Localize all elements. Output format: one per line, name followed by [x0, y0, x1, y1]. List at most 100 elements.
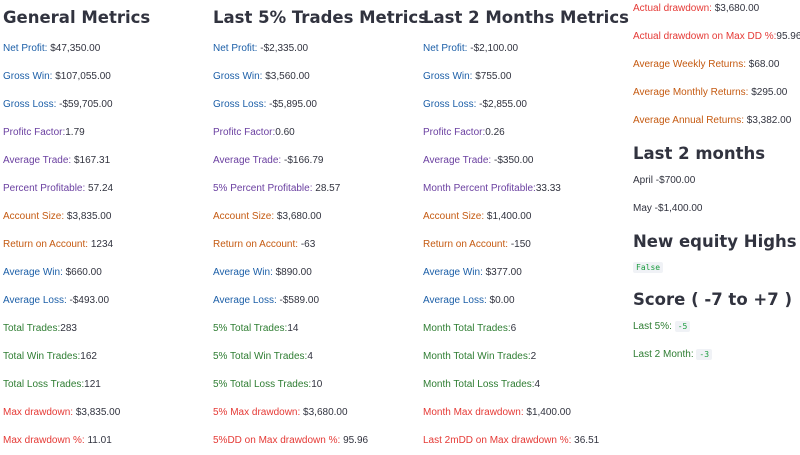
metric-row: Average Weekly Returns: $68.00 — [633, 51, 800, 79]
metric-value: $890.00 — [275, 267, 312, 278]
metric-label: 5% Total Loss Trades: — [213, 379, 312, 390]
metric-row: Total Loss Trades:121 — [3, 371, 208, 399]
metric-row: 5% Total Trades:14 — [213, 315, 418, 343]
metric-label: Account Size: — [423, 211, 487, 222]
metric-label: Return on Account: — [3, 239, 91, 250]
metric-value: $167.31 — [73, 155, 111, 166]
metric-row: Account Size: $1,400.00 — [423, 203, 628, 231]
metric-value: $3,835.00 — [66, 211, 112, 222]
last5-metrics-column: Last 5% Trades Metrics Net Profit: -$2,3… — [213, 0, 429, 455]
metric-value: $107,055.00 — [55, 71, 111, 82]
metric-row: Last 2mDD on Max drawdown %: 36.51 — [423, 427, 628, 455]
metric-row: Max drawdown %: 11.01 — [3, 427, 208, 455]
metric-row: Net Profit: -$2,335.00 — [213, 35, 418, 63]
metric-label: 5% Percent Profitable: — [213, 183, 316, 194]
metric-value: 57.24 — [88, 183, 114, 194]
metric-row: 5%DD on Max drawdown %: 95.96 — [213, 427, 418, 455]
metric-value: 4 — [534, 379, 541, 390]
metric-row: Return on Account: -150 — [423, 231, 628, 259]
score-row: Last 5%: -5 — [633, 313, 800, 341]
metric-label: Total Trades: — [3, 323, 61, 334]
metric-label: Gross Win: — [213, 71, 266, 82]
metric-value: 14 — [287, 323, 299, 334]
metric-row: Month Max drawdown: $1,400.00 — [423, 399, 628, 427]
metric-value: $660.00 — [65, 267, 102, 278]
metric-row: 5% Percent Profitable: 28.57 — [213, 175, 418, 203]
metric-row: Month Total Loss Trades:4 — [423, 371, 628, 399]
metric-value: -$589.00 — [279, 295, 320, 306]
metric-value: 121 — [84, 379, 101, 390]
month-value: -$1,400.00 — [654, 203, 703, 214]
metric-value: $1,400.00 — [526, 407, 571, 418]
metric-row: Average Loss: -$493.00 — [3, 287, 208, 315]
metric-row: Average Win: $660.00 — [3, 259, 208, 287]
metric-row: 5% Total Win Trades:4 — [213, 343, 418, 371]
metric-value: -$2,335.00 — [260, 43, 309, 54]
metric-value: 11.01 — [87, 435, 112, 446]
metric-label: Net Profit: — [3, 43, 51, 54]
metric-row: Actual drawdown: $3,680.00 — [633, 0, 800, 23]
score-row: Last 2 Month: -3 — [633, 341, 800, 369]
metric-row: Return on Account: 1234 — [3, 231, 208, 259]
metric-label: Percent Profitable: — [3, 183, 89, 194]
metric-value: 28.57 — [315, 183, 341, 194]
metric-row: Average Trade: -$350.00 — [423, 147, 628, 175]
last2m-metrics-column: Last 2 Months Metrics Net Profit: -$2,10… — [423, 0, 629, 455]
metric-value: 95.96 — [776, 31, 800, 42]
metric-row: Gross Loss: -$59,705.00 — [3, 91, 208, 119]
metric-label: Account Size: — [3, 211, 67, 222]
last-2-months-title: Last 2 months — [633, 144, 766, 163]
metric-label: Average Loss: — [423, 295, 490, 306]
metric-row: Net Profit: $47,350.00 — [3, 35, 208, 63]
metric-value: -150 — [510, 239, 531, 250]
metric-row: Month Total Win Trades:2 — [423, 343, 628, 371]
metric-row: Month Percent Profitable:33.33 — [423, 175, 628, 203]
metric-value: -$166.79 — [283, 155, 324, 166]
metric-label: Last 2mDD on Max drawdown %: — [423, 435, 575, 446]
metric-value: $3,680.00 — [276, 211, 322, 222]
summary-column: Actual drawdown: $3,680.00 Actual drawdo… — [633, 0, 800, 369]
metric-row: Percent Profitable: 57.24 — [3, 175, 208, 203]
metric-value: $68.00 — [748, 59, 780, 70]
equity-row: False — [633, 255, 800, 281]
score-value: -3 — [696, 349, 713, 360]
last5-metrics-title: Last 5% Trades Metrics — [213, 8, 429, 27]
metric-value: 10 — [311, 379, 323, 390]
metric-row: Return on Account: -63 — [213, 231, 418, 259]
metric-value: $3,560.00 — [265, 71, 310, 82]
metric-row: Profitc Factor:1.79 — [3, 119, 208, 147]
metric-value: $1,400.00 — [486, 211, 532, 222]
metric-label: Actual drawdown on Max DD %: — [633, 31, 777, 42]
metric-label: 5% Max drawdown: — [213, 407, 304, 418]
new-equity-highs-title: New equity Highs — [633, 232, 797, 251]
metric-label: Profitc Factor: — [3, 127, 66, 138]
month-label: May — [633, 203, 655, 214]
metric-label: Total Win Trades: — [3, 351, 81, 362]
score-title: Score ( -7 to +7 ) — [633, 290, 792, 309]
metric-value: $377.00 — [485, 267, 522, 278]
metric-row: Gross Win: $3,560.00 — [213, 63, 418, 91]
metric-label: Profitc Factor: — [213, 127, 276, 138]
metric-row: Average Loss: $0.00 — [423, 287, 628, 315]
metric-label: Gross Win: — [3, 71, 56, 82]
metric-value: 1234 — [90, 239, 114, 250]
metric-label: Gross Loss: — [3, 99, 60, 110]
metric-value: $47,350.00 — [50, 43, 101, 54]
metric-value: 33.33 — [535, 183, 561, 194]
metric-row: Average Win: $377.00 — [423, 259, 628, 287]
last2m-metrics-title: Last 2 Months Metrics — [423, 8, 629, 27]
metric-row: Profitc Factor:0.60 — [213, 119, 418, 147]
metric-value: $3,835.00 — [75, 407, 121, 418]
metric-value: -63 — [300, 239, 316, 250]
metric-row: Average Annual Returns: $3,382.00 — [633, 107, 800, 135]
metric-label: Average Annual Returns: — [633, 115, 747, 126]
metric-label: 5%DD on Max drawdown %: — [213, 435, 344, 446]
metric-label: Month Total Trades: — [423, 323, 511, 334]
metric-value: -$59,705.00 — [59, 99, 113, 110]
metric-value: 6 — [510, 323, 517, 334]
metric-label: Average Trade: — [3, 155, 74, 166]
metric-value: 36.51 — [574, 435, 600, 446]
metric-row: Gross Win: $107,055.00 — [3, 63, 208, 91]
metric-label: Gross Loss: — [423, 99, 480, 110]
metric-row: Average Win: $890.00 — [213, 259, 418, 287]
